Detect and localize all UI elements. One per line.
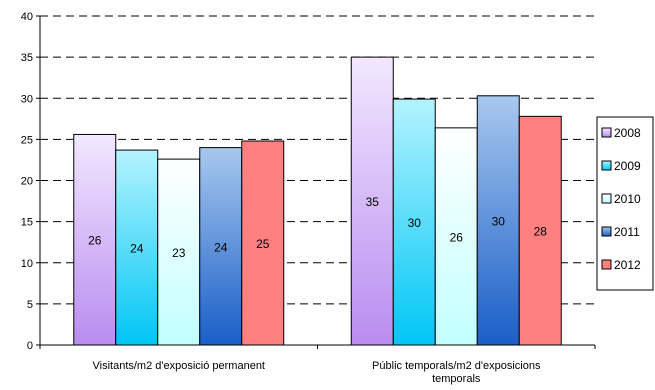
data-label: 30 [492,214,506,228]
x-category-label: Visitants/m2 d'exposició permanent [93,360,266,372]
x-category-label: Públic temporals/m2 d'exposicions [372,360,541,372]
legend-label: 2009 [614,159,641,173]
y-tick-label: 10 [21,258,33,270]
legend-swatch-2011 [601,226,612,237]
data-label: 30 [408,216,422,230]
data-label: 35 [366,195,380,209]
legend-swatch-2012 [601,259,612,270]
data-label: 24 [214,240,228,254]
bar-2008-cat1 [350,56,394,346]
legend: 2008 2009 2010 2011 2012 [596,116,654,291]
legend-swatch-2009 [601,160,612,171]
y-tick-label: 20 [21,176,33,188]
bar-2012-cat1 [518,115,562,346]
data-label: 25 [256,237,270,251]
data-label: 24 [130,242,144,256]
y-axis: 0 5 10 15 20 25 30 35 40 [21,11,41,352]
bars: 26 24 23 24 25 35 30 26 30 28 [73,56,562,346]
y-tick-label: 25 [21,134,33,146]
data-label: 26 [450,230,464,244]
x-axis: Visitants/m2 d'exposició permanent Públic… [39,344,596,385]
y-tick-label: 35 [21,52,33,64]
bar-2010-cat1 [434,127,478,346]
legend-label: 2011 [614,225,640,239]
y-tick-label: 30 [21,93,33,105]
legend-label: 2012 [614,258,641,272]
legend-swatch-2008 [601,127,612,138]
legend-label: 2010 [614,192,641,206]
data-label: 28 [534,225,548,239]
legend-swatch-2010 [601,193,612,204]
y-tick-label: 40 [21,11,33,23]
bar-2009-cat0 [115,149,159,346]
bar-2010-cat0 [157,158,201,346]
legend-label: 2008 [614,126,641,140]
data-label: 26 [88,234,102,248]
y-tick-label: 0 [27,340,33,352]
bar-2008-cat0 [73,133,117,346]
bar-2012-cat0 [241,140,285,346]
y-tick-label: 15 [21,217,33,229]
data-label: 23 [172,246,186,260]
x-category-label: temporals [432,373,481,385]
bar-2011-cat0 [199,147,243,346]
y-tick-label: 5 [27,299,33,311]
